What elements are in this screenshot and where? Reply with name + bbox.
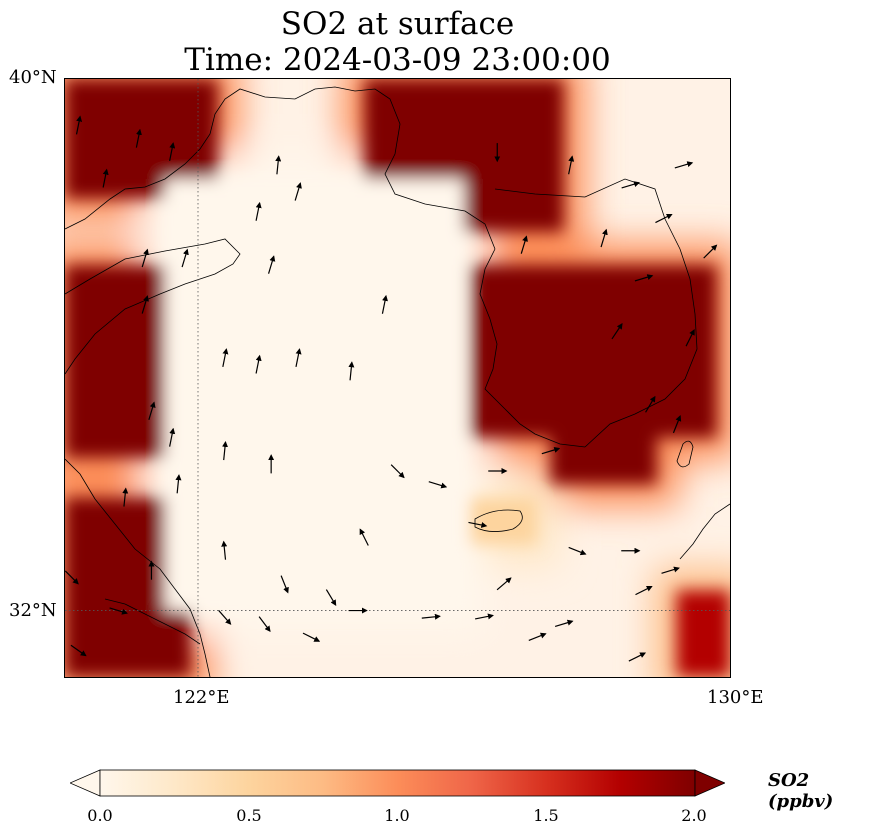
wind-arrow-7 (141, 248, 149, 268)
colorbar-tick-2: 1.0 (384, 806, 410, 825)
colorbar (70, 769, 725, 797)
lon-tick-label-122e: 122°E (173, 687, 230, 708)
colorbar-gradient (99, 769, 696, 797)
wind-arrow-27 (218, 610, 232, 625)
colorbar-tick-0: 0.0 (87, 806, 113, 825)
wind-arrow-4 (275, 155, 282, 175)
tsushima-island (676, 440, 694, 468)
wind-arrow-31 (421, 613, 441, 620)
wind-arrow-47 (703, 244, 718, 259)
coastlines (65, 86, 730, 677)
colorbar-tick-3: 1.5 (533, 806, 559, 825)
lat-lon-gridlines (65, 79, 730, 677)
coastline-kyushu (679, 503, 730, 560)
wind-arrow-6 (255, 201, 262, 221)
wind-arrow-2 (135, 128, 142, 148)
wind-arrow-12 (222, 348, 229, 368)
colorbar-label: SO2 (ppbv) (768, 770, 834, 812)
so2-region-southeast-corner (676, 590, 730, 677)
wind-arrow-52 (541, 447, 561, 455)
wind-arrow-18 (222, 440, 229, 461)
wind-arrow-25 (280, 575, 289, 594)
so2-core-layer (65, 79, 730, 677)
wind-arrow-15 (348, 361, 355, 381)
coastline-liaodong (354, 88, 496, 250)
lon-tick-label-130e: 130°E (707, 687, 764, 708)
lat-tick-label-40n: 40°N (9, 67, 57, 88)
wind-arrow-33 (554, 619, 574, 628)
wind-arrow-38 (661, 566, 680, 574)
colorbar-extend-min (70, 769, 101, 797)
wind-arrow-45 (655, 213, 673, 224)
wind-arrow-54 (428, 481, 448, 489)
wind-vectors (65, 115, 718, 662)
wind-arrow-51 (672, 415, 682, 434)
map-title: SO2 at surface (280, 6, 515, 42)
wind-arrow-29 (302, 632, 321, 642)
wind-arrow-28 (258, 616, 271, 633)
wind-arrow-1 (102, 168, 109, 188)
coastline-shandong (65, 238, 241, 375)
wind-arrow-34 (496, 577, 512, 591)
lat-tick-label-32n: 32°N (9, 600, 57, 621)
wind-arrow-8 (181, 248, 189, 268)
jeju-island (474, 509, 523, 532)
map-subtitle-time: Time: 2024-03-09 23:00:00 (184, 42, 611, 78)
so2-region-northwest-plume (65, 265, 165, 458)
coastline-korea-east (494, 178, 698, 448)
wind-arrow-17 (169, 427, 176, 447)
wind-arrow-0 (75, 115, 83, 135)
wind-arrow-58 (390, 464, 405, 479)
wind-arrow-60 (70, 644, 87, 657)
wind-arrow-55 (468, 521, 488, 528)
wind-arrow-41 (520, 235, 528, 254)
wind-arrow-44 (674, 161, 694, 169)
so2-region-yellow-sea-center (164, 178, 464, 611)
wind-arrow-10 (381, 294, 388, 314)
wind-arrow-16 (148, 401, 156, 421)
wind-arrow-40 (568, 155, 575, 175)
wind-arrow-46 (634, 274, 654, 282)
wind-arrow-42 (600, 228, 608, 248)
wind-arrow-50 (645, 395, 656, 413)
wind-arrow-26 (325, 589, 337, 607)
colorbar-extend-max (694, 769, 725, 797)
so2-concentration-field (65, 79, 730, 677)
wind-arrow-43 (621, 181, 641, 189)
coastline-korea-west (479, 248, 586, 448)
so2-region-jeju-halo (470, 497, 538, 545)
wind-arrow-9 (267, 255, 276, 274)
wind-arrow-3 (169, 142, 176, 162)
wind-arrow-32 (475, 613, 494, 620)
colorbar-tick-4: 2.0 (681, 806, 707, 825)
wind-arrow-21 (122, 487, 129, 507)
wind-arrow-48 (685, 329, 695, 347)
wind-arrow-59 (65, 570, 79, 585)
so2-map-panel (64, 78, 731, 678)
wind-arrow-56 (568, 546, 587, 556)
wind-arrow-23 (221, 540, 228, 560)
wind-arrow-20 (175, 474, 182, 494)
wind-arrow-11 (141, 295, 149, 314)
coastline-china-north (65, 86, 356, 230)
wind-arrow-36 (628, 652, 647, 662)
wind-arrow-35 (528, 632, 547, 642)
wind-arrow-61 (109, 607, 128, 615)
coastline-china-south (65, 458, 211, 677)
wind-arrow-13 (255, 354, 262, 374)
wind-arrow-14 (295, 348, 302, 368)
wind-arrow-49 (611, 323, 623, 340)
wind-arrow-37 (635, 586, 653, 596)
wind-arrow-5 (294, 182, 302, 201)
so2-heatmap-canvas (65, 79, 730, 677)
wind-arrow-22 (359, 528, 369, 546)
yangtze-estuary (104, 598, 201, 645)
colorbar-tick-1: 0.5 (236, 806, 262, 825)
